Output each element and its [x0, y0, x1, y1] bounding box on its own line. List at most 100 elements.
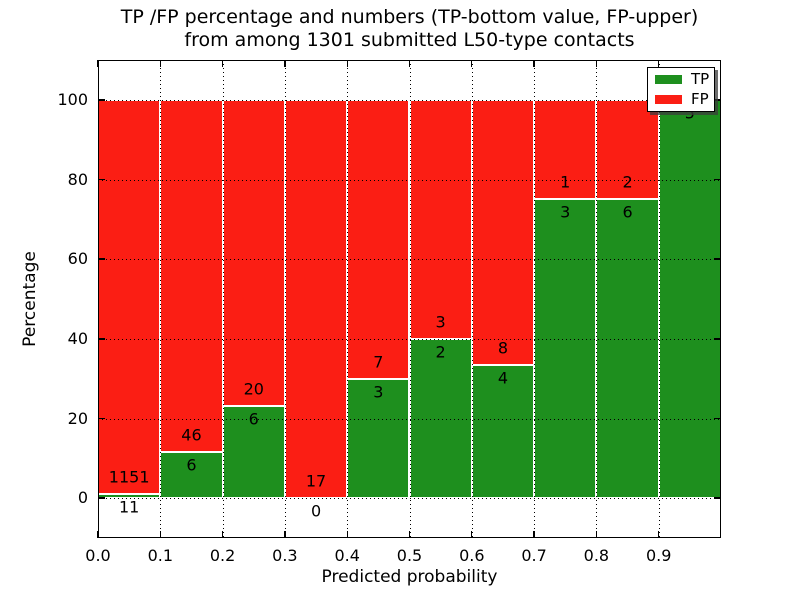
x-tick-label: 0.2: [209, 546, 236, 565]
x-tick-label: 0.0: [85, 546, 111, 565]
fp-bar: [222, 99, 285, 407]
fp-bar: [409, 99, 472, 339]
x-tick-mark: [346, 60, 348, 67]
fp-bar: [471, 99, 535, 366]
tp-count-label: 6: [248, 409, 259, 429]
legend-row-tp: TP: [655, 72, 714, 87]
horizontal-gridline: [98, 179, 721, 181]
x-tick-mark: [595, 531, 598, 538]
y-tick-mark: [98, 258, 105, 260]
x-tick-label: 0.5: [396, 546, 423, 565]
fp-count-label: 7: [373, 352, 384, 372]
fp-count-label: 8: [497, 338, 509, 358]
tp-count-label: 11: [118, 497, 140, 517]
fp-bar: [160, 99, 223, 453]
vertical-gridline: [222, 60, 224, 538]
x-tick-mark: [471, 60, 473, 67]
tp-legend-swatch: [655, 75, 682, 84]
x-tick-mark: [658, 60, 660, 67]
fp-bar: [98, 99, 161, 495]
tp-count-label: 4: [497, 368, 509, 388]
plot-area: 115111466206170733284132605: [97, 60, 721, 538]
x-tick-label: 0.8: [583, 546, 610, 565]
x-tick-mark: [658, 531, 660, 538]
x-tick-mark: [408, 60, 411, 67]
tp-count-label: 3: [560, 202, 571, 222]
fp-bar: [284, 99, 348, 499]
fp-count-label: 17: [305, 471, 327, 491]
y-tick-mark: [98, 417, 105, 420]
horizontal-gridline: [98, 259, 721, 261]
fp-legend-label: FP: [691, 90, 709, 108]
x-tick-label: 0.4: [334, 546, 360, 565]
tp-count-label: 3: [373, 382, 384, 402]
fp-count-label: 2: [622, 172, 633, 192]
x-tick-label: 0.3: [272, 546, 298, 565]
y-tick-mark: [714, 497, 721, 499]
y-axis-label: Percentage: [20, 251, 40, 347]
x-tick-mark: [97, 531, 99, 538]
x-tick-mark: [284, 531, 286, 538]
y-tick-mark: [714, 338, 721, 340]
x-axis-label: Predicted probability: [321, 567, 498, 587]
x-tick-label: 0.1: [147, 546, 174, 565]
fp-count-label: 3: [435, 312, 446, 332]
tp-count-label: 6: [622, 202, 633, 222]
vertical-gridline: [284, 60, 286, 538]
x-tick-mark: [471, 531, 473, 538]
chart-title-line1: TP /FP percentage and numbers (TP-bottom…: [120, 6, 699, 28]
tp-bar: [658, 99, 721, 499]
vertical-gridline: [471, 60, 473, 538]
x-tick-mark: [159, 60, 161, 67]
horizontal-gridline: [98, 338, 721, 340]
y-tick-mark: [714, 258, 721, 260]
y-tick-mark: [98, 497, 105, 499]
x-tick-mark: [408, 531, 411, 538]
x-tick-mark: [221, 60, 224, 67]
y-tick-mark: [714, 99, 721, 101]
y-tick-label: 20: [67, 408, 88, 428]
vertical-gridline: [160, 60, 162, 538]
fp-bar: [347, 99, 410, 379]
fp-count-label: 1151: [108, 467, 150, 487]
horizontal-gridline: [98, 418, 721, 420]
y-tick-label: 0: [77, 488, 88, 508]
fp-bar: [596, 99, 659, 200]
tp-count-label: 5: [684, 103, 695, 123]
x-tick-mark: [533, 531, 535, 538]
x-tick-label: 0.9: [645, 546, 672, 565]
y-tick-label: 40: [67, 328, 88, 348]
y-tick-mark: [714, 178, 721, 181]
vertical-gridline: [409, 60, 411, 538]
x-tick-mark: [221, 531, 224, 538]
y-tick-label: 60: [67, 249, 88, 269]
vertical-gridline: [658, 60, 660, 538]
tp-count-label: 2: [435, 342, 446, 362]
vertical-gridline: [347, 60, 349, 538]
horizontal-gridline: [98, 498, 721, 500]
y-tick-mark: [98, 99, 105, 101]
x-tick-mark: [159, 531, 161, 538]
x-tick-mark: [284, 60, 286, 67]
chart-title-line2: from among 1301 submitted L50-type conta…: [184, 29, 635, 51]
tp-bar: [534, 199, 597, 499]
fp-bar: [534, 99, 597, 200]
legend: TP FP: [647, 67, 715, 112]
x-tick-mark: [346, 531, 348, 538]
tp-bar: [596, 199, 659, 499]
tp-count-label: 0: [310, 501, 322, 521]
y-tick-mark: [98, 178, 105, 181]
x-tick-mark: [533, 60, 535, 67]
tp-bar: [347, 378, 410, 499]
horizontal-gridline: [98, 99, 721, 101]
tp-legend-label: TP: [691, 70, 710, 88]
y-tick-mark: [98, 338, 105, 340]
y-tick-label: 80: [67, 169, 88, 189]
tp-bar: [160, 452, 223, 499]
x-tick-mark: [97, 60, 99, 67]
fp-legend-swatch: [655, 95, 682, 104]
y-tick-mark: [714, 417, 721, 420]
fp-count-label: 1: [560, 172, 571, 192]
vertical-gridline: [534, 60, 536, 538]
